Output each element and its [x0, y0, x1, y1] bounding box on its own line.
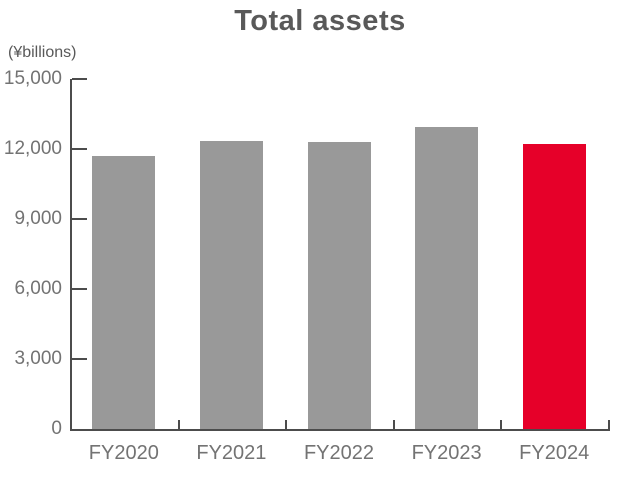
plot-area — [70, 79, 610, 431]
bar-fy2023 — [415, 126, 479, 429]
x-category-label: FY2022 — [303, 442, 375, 464]
y-axis-unit-label: (¥billions) — [8, 44, 77, 61]
bar-fy2021 — [199, 140, 263, 429]
chart-title: Total assets — [234, 5, 406, 37]
x-tick-mark — [177, 420, 180, 429]
x-category-label: FY2024 — [519, 442, 590, 464]
y-tick-label: 9,000 — [14, 208, 62, 229]
y-tick-label: 6,000 — [14, 278, 62, 299]
y-tick-mark — [72, 218, 87, 220]
x-category-label: FY2023 — [411, 442, 482, 464]
x-category-label: FY2021 — [196, 442, 267, 464]
y-tick-label: 15,000 — [3, 68, 62, 89]
x-category-label: FY2020 — [88, 442, 159, 464]
y-tick-mark — [72, 358, 87, 360]
bar-fy2020 — [92, 156, 156, 429]
bar-fy2024 — [522, 144, 586, 429]
x-tick-mark — [285, 420, 288, 429]
bar-fy2022 — [307, 142, 371, 429]
y-tick-label: 0 — [51, 418, 62, 439]
y-tick-label: 12,000 — [3, 138, 62, 159]
y-tick-mark — [72, 288, 87, 290]
x-tick-mark — [608, 420, 610, 429]
x-tick-mark — [500, 420, 503, 429]
y-tick-mark — [72, 78, 87, 80]
y-tick-mark — [72, 148, 87, 150]
y-tick-label: 3,000 — [14, 348, 62, 369]
x-tick-mark — [392, 420, 395, 429]
